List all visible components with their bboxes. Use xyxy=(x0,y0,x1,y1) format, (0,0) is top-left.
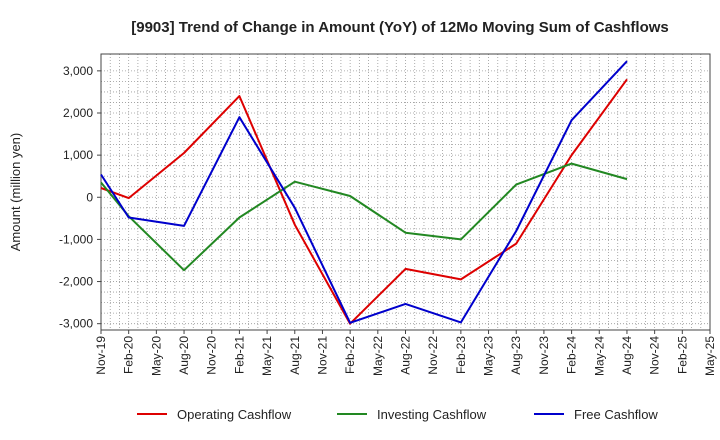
x-tick-label: Feb-24 xyxy=(565,336,579,374)
chart-title: [9903] Trend of Change in Amount (YoY) o… xyxy=(131,19,669,36)
x-tick-label: Aug-20 xyxy=(177,336,191,375)
y-axis-ticks: 3,000 2,000 1,000 0 -1,000 -2,000 -3,000 xyxy=(59,64,101,331)
series-lines xyxy=(100,60,628,325)
x-tick-label: Feb-21 xyxy=(232,336,246,374)
x-tick-label: Aug-22 xyxy=(399,336,413,375)
x-axis-ticks: Nov-19 Feb-20 May-20 Aug-20 Nov-20 Feb-21 May-… xyxy=(94,330,717,376)
x-tick-label: Feb-20 xyxy=(122,336,136,374)
x-tick-label: Nov-19 xyxy=(94,336,108,375)
y-tick-label: 0 xyxy=(86,190,93,204)
x-tick-label: Aug-21 xyxy=(288,336,302,375)
series-line-investing-cashflow xyxy=(100,162,628,272)
x-tick-label: May-20 xyxy=(149,336,163,376)
legend: Operating Cashflow Investing Cashflow Free… xyxy=(137,407,658,422)
x-tick-label: Aug-23 xyxy=(509,336,523,375)
y-tick-label: 1,000 xyxy=(63,148,93,162)
series-line-free-cashflow xyxy=(100,60,628,324)
legend-label: Operating Cashflow xyxy=(177,407,292,422)
series-line-operating-cashflow xyxy=(100,78,628,325)
y-tick-label: 3,000 xyxy=(63,64,93,78)
x-tick-label: Nov-20 xyxy=(205,336,219,375)
grid xyxy=(101,54,710,330)
x-tick-label: May-22 xyxy=(371,336,385,376)
y-tick-label: -1,000 xyxy=(59,232,93,246)
x-tick-label: May-24 xyxy=(592,336,606,376)
legend-label: Free Cashflow xyxy=(574,407,658,422)
legend-label: Investing Cashflow xyxy=(377,407,487,422)
y-tick-label: -2,000 xyxy=(59,275,93,289)
x-tick-label: Feb-25 xyxy=(675,336,689,374)
x-tick-label: May-23 xyxy=(482,336,496,376)
x-tick-label: Feb-22 xyxy=(343,336,357,374)
x-tick-label: Nov-24 xyxy=(648,336,662,375)
x-tick-label: Nov-23 xyxy=(537,336,551,375)
x-tick-label: Nov-22 xyxy=(426,336,440,375)
y-tick-label: 2,000 xyxy=(63,106,93,120)
y-axis-label: Amount (million yen) xyxy=(8,133,23,252)
x-tick-label: Feb-23 xyxy=(454,336,468,374)
y-tick-label: -3,000 xyxy=(59,317,93,331)
x-tick-label: May-21 xyxy=(260,336,274,376)
x-tick-label: May-25 xyxy=(703,336,717,376)
x-tick-label: Aug-24 xyxy=(620,336,634,375)
x-tick-label: Nov-21 xyxy=(315,336,329,375)
